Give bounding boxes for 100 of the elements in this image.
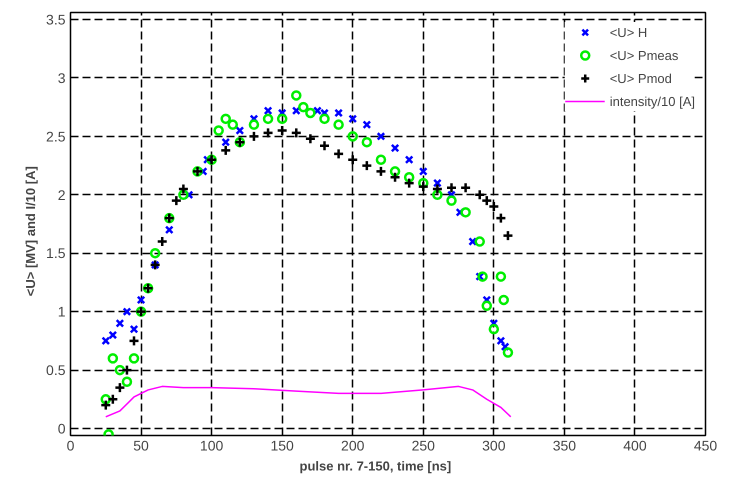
point (474, 189, 486, 201)
point (334, 108, 344, 118)
x-tick-label: 200 (341, 438, 365, 454)
point (262, 114, 274, 124)
y-tick-label: 0 (58, 420, 66, 436)
legend-label: <U> Pmod (610, 70, 672, 86)
point (170, 194, 182, 206)
point (156, 236, 168, 248)
point (404, 172, 414, 182)
point (362, 136, 372, 148)
point (432, 178, 442, 188)
point (108, 353, 118, 364)
point (248, 130, 260, 142)
point (481, 194, 493, 206)
point (291, 90, 302, 101)
point (460, 207, 471, 218)
point (446, 195, 457, 206)
y-tick-label: 2.5 (46, 128, 66, 144)
y-tick-label: 1.5 (46, 245, 66, 262)
y-tick-label: 1 (58, 304, 66, 320)
point (498, 294, 509, 306)
point (390, 166, 400, 177)
point (418, 180, 430, 192)
point (276, 114, 288, 124)
point (290, 127, 302, 139)
point (375, 166, 387, 178)
point (319, 114, 330, 124)
point (432, 183, 444, 195)
y-tick-label: 2 (58, 186, 66, 203)
point (460, 182, 472, 194)
point (101, 336, 110, 346)
x-tick-label: 400 (623, 438, 647, 454)
point (403, 177, 415, 189)
legend-label: intensity/10 [A] (610, 94, 695, 108)
point (128, 335, 140, 347)
point (248, 119, 260, 130)
point (474, 236, 485, 247)
y-axis-title: <U> [MV] and I/10 [A] (23, 166, 38, 296)
point (108, 330, 118, 340)
point (348, 114, 358, 124)
x-tick-label: 350 (552, 438, 576, 454)
point (488, 200, 500, 212)
point (496, 336, 506, 346)
point (495, 212, 507, 224)
point (305, 108, 316, 118)
point (332, 148, 344, 160)
point (264, 106, 272, 116)
point (404, 155, 414, 164)
point (121, 364, 133, 376)
point (362, 120, 372, 130)
point (333, 119, 344, 130)
legend-label: <U> H (610, 24, 648, 40)
point (115, 318, 124, 328)
point (482, 300, 492, 312)
point (488, 324, 500, 334)
point (128, 353, 140, 364)
line-series (105, 386, 512, 418)
point (298, 102, 309, 112)
point (304, 132, 316, 144)
point (418, 166, 428, 176)
point (122, 307, 132, 316)
point (502, 230, 514, 242)
point (318, 140, 330, 152)
point (276, 124, 288, 136)
legend-label: <U> Pmeas (610, 48, 678, 62)
point (496, 271, 506, 282)
point (346, 154, 358, 166)
point (220, 144, 232, 156)
x-tick-label: 50 (133, 438, 150, 454)
point (347, 131, 358, 142)
point (221, 138, 230, 147)
point (376, 154, 386, 165)
y-tick-label: 3.5 (46, 12, 66, 28)
point (502, 347, 514, 358)
point (114, 382, 126, 394)
x-tick-label: 250 (412, 438, 436, 454)
point (220, 114, 231, 124)
point (228, 119, 238, 130)
x-tick-label: 300 (482, 438, 506, 454)
y-tick-label: 0.5 (46, 362, 66, 378)
point (262, 127, 274, 139)
point (150, 248, 160, 258)
point (235, 126, 244, 135)
point (122, 376, 132, 387)
x-tick-label: 100 (200, 438, 224, 454)
x-axis-title: pulse nr. 7-150, time [ns] (300, 458, 452, 474)
point (376, 132, 386, 141)
point (446, 182, 458, 194)
point (477, 271, 488, 282)
point (164, 225, 174, 234)
point (213, 125, 224, 136)
point (361, 160, 373, 172)
y-tick-label: 3 (58, 70, 66, 86)
point (136, 296, 146, 304)
point (130, 324, 138, 334)
point (390, 144, 400, 152)
point (389, 172, 401, 184)
x-tick-label: 450 (694, 438, 718, 454)
point (178, 183, 190, 195)
x-tick-label: 150 (270, 438, 294, 454)
